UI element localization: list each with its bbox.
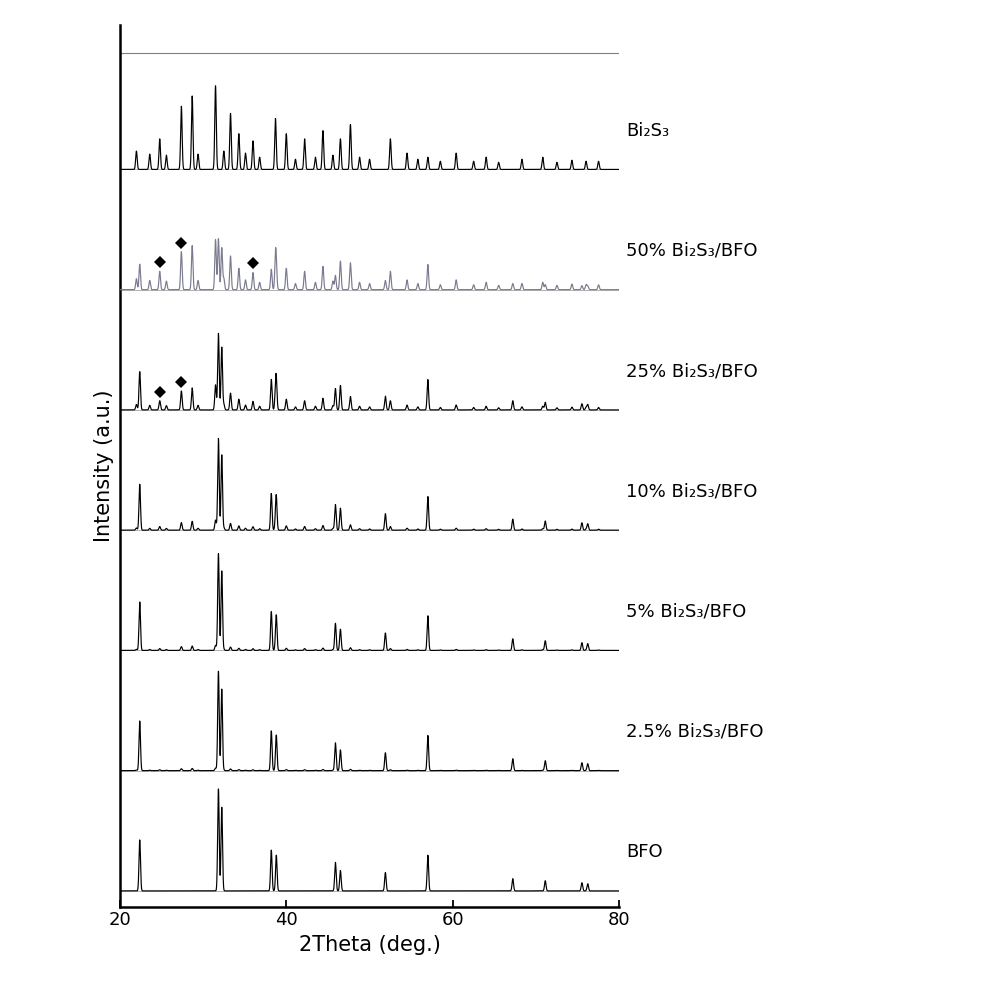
Text: 25% Bi₂S₃/BFO: 25% Bi₂S₃/BFO [626,362,757,380]
Y-axis label: Intensity (a.u.): Intensity (a.u.) [94,390,114,542]
Text: 2.5% Bi₂S₃/BFO: 2.5% Bi₂S₃/BFO [626,723,763,741]
Text: 10% Bi₂S₃/BFO: 10% Bi₂S₃/BFO [626,482,757,500]
Text: Bi₂S₃: Bi₂S₃ [626,122,669,140]
Text: BFO: BFO [626,843,662,861]
Text: 5% Bi₂S₃/BFO: 5% Bi₂S₃/BFO [626,603,746,621]
Text: 50% Bi₂S₃/BFO: 50% Bi₂S₃/BFO [626,242,757,260]
X-axis label: 2Theta (deg.): 2Theta (deg.) [299,935,441,955]
